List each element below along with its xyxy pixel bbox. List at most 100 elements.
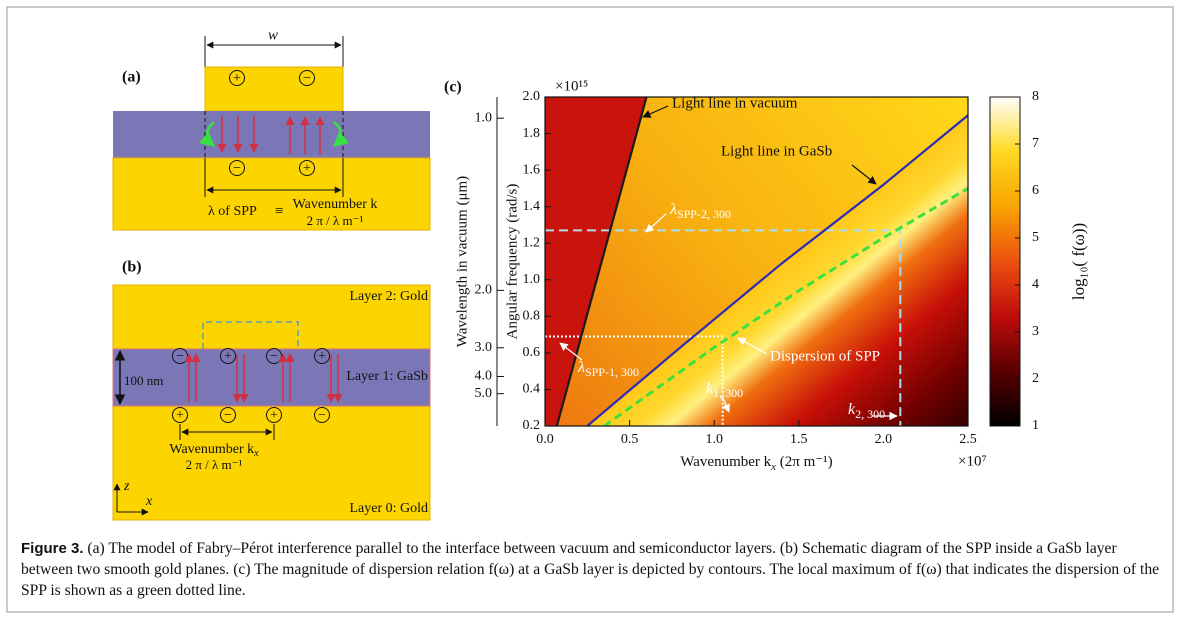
- annotation-arrow: [645, 213, 667, 233]
- x-tick-label: 1.5: [790, 432, 808, 447]
- colorbar-tick-label: 1: [1032, 418, 1039, 433]
- relation-left: λ of SPP: [208, 204, 257, 219]
- charge-sign: −: [233, 161, 241, 176]
- relation-right-unit: 2 π / λ m⁻¹: [307, 213, 364, 228]
- panel-c: 0.0 0.5 1.0 1.5 2.0 2.5 0.2 0.4 0.6 0.8 1.0 1.2 1.4 1…: [444, 78, 1088, 472]
- series-line: [603, 187, 968, 426]
- annotation-sub: SPP-1, 300: [585, 365, 639, 379]
- series-annotation: Light line in GaSb: [721, 143, 832, 159]
- y-multiplier: ×10¹⁵: [555, 78, 588, 94]
- colorbar-tick-label: 3: [1032, 324, 1039, 339]
- annotation-arrow: [642, 105, 669, 118]
- y-tick-label: 2.0: [523, 89, 541, 104]
- y2-tick-label: 2.0: [475, 283, 493, 298]
- annotation-main: k: [706, 380, 714, 397]
- annotation-arrow: [737, 337, 768, 355]
- layer-label: Layer 0: Gold: [349, 501, 428, 516]
- panel-label: (b): [122, 259, 142, 276]
- wavenumber-label: Wavenumber kx: [169, 442, 259, 459]
- caption-text: (a) The model of Fabry–Pérot interferenc…: [21, 540, 1160, 599]
- y-tick-label: 0.6: [523, 345, 541, 360]
- wavenumber-sub: x: [253, 448, 259, 459]
- axis-label: x: [145, 494, 153, 509]
- charge-sign: −: [318, 408, 326, 423]
- y-tick-label: 0.2: [523, 418, 541, 433]
- charge-sign: −: [176, 349, 184, 364]
- y-axis-label: Angular frequency (rad/s): [504, 184, 520, 340]
- caption-label: Figure 3.: [21, 540, 84, 557]
- annotation-sub: 2, 300: [855, 407, 885, 421]
- relation-equiv: ≡: [275, 203, 283, 219]
- x-axis-label: Wavenumber kx (2π m⁻¹): [680, 454, 832, 472]
- wavenumber-unit: 2 π / λ m⁻¹: [186, 457, 243, 472]
- charge-circle: [172, 407, 188, 423]
- y2-tick-label: 5.0: [475, 386, 493, 401]
- colorbar-tick-label: 6: [1032, 183, 1039, 198]
- annotation: λSPP-2, 300: [669, 201, 731, 221]
- axis-label: z: [123, 479, 130, 494]
- y-tick-label: 1.8: [523, 126, 541, 141]
- annotation-sub: 1, 300: [713, 386, 743, 400]
- width-label: w: [268, 27, 278, 43]
- charge-sign: +: [176, 408, 184, 423]
- y-tick-label: 1.0: [523, 272, 541, 287]
- annotation: k1, 300: [706, 380, 743, 400]
- gasb-layer: [113, 111, 430, 158]
- charge-circle: [314, 348, 330, 364]
- annotation-arrow: [851, 164, 877, 185]
- guide-line: [545, 229, 902, 426]
- charge-sign: −: [303, 71, 311, 86]
- charge-circle: [220, 348, 236, 364]
- series-line: [555, 97, 648, 426]
- panel-b: (b) Layer 2: Gold Layer 1: GaSb Layer 0:…: [112, 259, 431, 521]
- layer-label: Layer 2: Gold: [349, 289, 428, 304]
- figure-border: [6, 6, 1174, 613]
- charge-sign: −: [270, 349, 278, 364]
- charge-sign: +: [224, 349, 232, 364]
- x-tick-label: 2.5: [959, 432, 977, 447]
- colorbar: [989, 96, 1021, 427]
- annotation-main: k: [848, 401, 856, 418]
- colorbar-tick-label: 5: [1032, 230, 1039, 245]
- gasb-layer: [112, 348, 431, 407]
- x-tick-label: 0.0: [536, 432, 554, 447]
- y2-tick-label: 1.0: [475, 110, 493, 125]
- charge-circle: [314, 407, 330, 423]
- relation-right: Wavenumber k: [293, 197, 378, 212]
- x-label-tail: (2π m⁻¹): [776, 454, 833, 470]
- y2-tick-label: 3.0: [475, 340, 493, 355]
- y2-tick-label: 4.0: [475, 369, 493, 384]
- colorbar-label: log₁₀( f(ω)): [1069, 223, 1088, 300]
- x-tick-label: 0.5: [621, 432, 639, 447]
- curl-arrow: [198, 121, 216, 147]
- series-line: [586, 114, 968, 426]
- colorbar-tick-label: 7: [1032, 136, 1039, 151]
- annotation-main: λ: [669, 201, 677, 218]
- y-tick-label: 1.4: [523, 199, 541, 214]
- y-tick-label: 0.4: [523, 382, 541, 397]
- annotation-arrow: [559, 342, 583, 361]
- panel-label: (c): [444, 79, 462, 96]
- charge-sign: +: [303, 161, 311, 176]
- annotation-arrow: [721, 395, 730, 413]
- annotation: λSPP-1, 300: [577, 359, 639, 379]
- x-label-sub: x: [770, 461, 776, 473]
- plot-frame: [544, 96, 969, 427]
- charge-circle: [299, 70, 315, 86]
- series-annotation: Dispersion of SPP: [770, 348, 880, 364]
- colorbar-tick-label: 4: [1032, 277, 1039, 292]
- charge-sign: −: [224, 408, 232, 423]
- layer-label: Layer 1: GaSb: [346, 369, 428, 384]
- panel-a: (a) w λ of SPP ≡ Wavenumber k 2 π / λ m⁻…: [112, 27, 431, 231]
- y-tick-label: 1.2: [523, 235, 541, 250]
- x-tick-label: 2.0: [875, 432, 893, 447]
- caption: Figure 3. (a) The model of Fabry–Pérot i…: [21, 538, 1161, 601]
- curl-arrow: [332, 121, 350, 147]
- series-annotation: Light line in vacuum: [672, 95, 798, 111]
- charge-circle: [220, 407, 236, 423]
- gold-block: [204, 66, 344, 112]
- charge-sign: +: [318, 349, 326, 364]
- heatmap: [545, 97, 968, 426]
